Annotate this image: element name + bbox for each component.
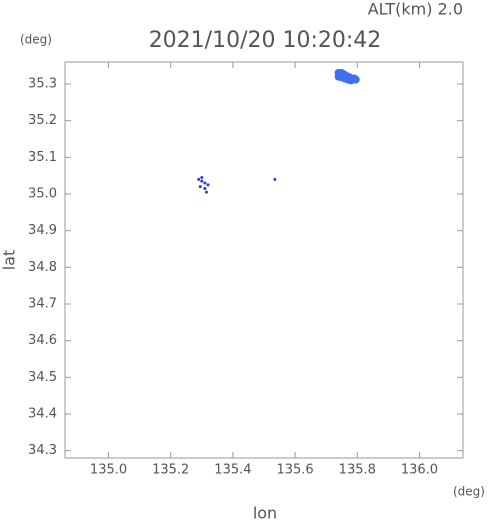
chart-title: 2021/10/20 10:20:42 (149, 28, 382, 53)
data-point (206, 183, 210, 187)
x-tick-label: 136.0 (401, 463, 438, 478)
y-tick-label: 34.3 (28, 443, 57, 458)
data-point (198, 185, 202, 189)
data-point (197, 177, 201, 181)
data-point (273, 177, 277, 181)
x-tick-label: 135.8 (339, 463, 376, 478)
y-tick-label: 35.1 (28, 150, 57, 165)
y-tick-label: 35.0 (28, 187, 57, 202)
y-tick-label: 34.8 (28, 260, 57, 275)
data-point (200, 176, 204, 179)
data-point (200, 179, 204, 183)
altitude-label: ALT(km) 2.0 (368, 0, 463, 19)
y-tick-label: 34.6 (28, 333, 57, 348)
y-tick-label: 35.2 (28, 113, 57, 128)
x-axis-label: lon (253, 504, 277, 521)
y-axis-label: lat (0, 250, 19, 271)
data-point (348, 75, 357, 84)
data-point (203, 181, 207, 185)
y-tick-label: 35.3 (28, 77, 57, 92)
x-tick-label: 135.2 (152, 463, 189, 478)
data-point (203, 187, 207, 190)
plot-frame (64, 61, 464, 459)
y-tick-label: 34.5 (28, 370, 57, 385)
y-tick-label: 34.9 (28, 223, 57, 238)
x-tick-label: 135.4 (214, 463, 251, 478)
data-point (204, 190, 208, 194)
x-tick-label: 135.6 (276, 463, 313, 478)
y-tick-label: 34.7 (28, 297, 57, 312)
y-tick-label: 34.4 (28, 407, 57, 422)
y-unit: (deg) (20, 33, 52, 47)
x-tick-label: 135.0 (90, 463, 127, 478)
x-unit: (deg) (453, 485, 485, 499)
